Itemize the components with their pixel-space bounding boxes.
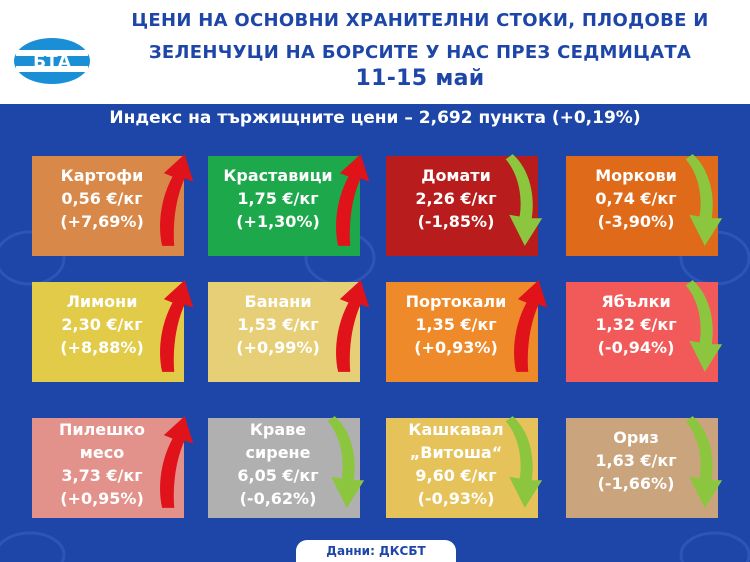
arrow-down-icon [327,416,365,508]
product-text: Пилешко месо 3,73 €/кг (+0,95%) [32,418,172,510]
arrow-up-icon [160,280,194,372]
product-name: Домати [421,166,491,185]
product-name-line-1: Пилешко [58,420,145,439]
product-change: (+0,95%) [60,489,144,508]
product-name: Ориз [613,428,659,447]
product-price: 9,60 €/кг [415,466,497,485]
product-price: 1,75 €/кг [237,189,319,208]
product-change: (-0,93%) [417,489,495,508]
product-name: Лимони [66,292,138,311]
product-card: Портокали 1,35 €/кг (+0,93%) [386,282,538,382]
title-line-2: ЗЕЛЕНЧУЦИ НА БОРСИТЕ У НАС ПРЕЗ СЕДМИЦАТ… [148,42,692,63]
product-card: Картофи 0,56 €/кг (+7,69%) [32,156,184,256]
title-line-1: ЦЕНИ НА ОСНОВНИ ХРАНИТЕЛНИ СТОКИ, ПЛОДОВ… [131,10,709,31]
arrow-down-icon [685,154,723,246]
product-text: Лимони 2,30 €/кг (+8,88%) [32,290,172,359]
arrow-up-icon [514,280,548,372]
product-card: Лимони 2,30 €/кг (+8,88%) [32,282,184,382]
product-card: Моркови 0,74 €/кг (-3,90%) [566,156,718,256]
product-change: (-3,90%) [597,212,675,231]
product-text: Портокали 1,35 €/кг (+0,93%) [386,290,526,359]
product-name-line-2: „Витоша“ [409,443,503,462]
bta-logo: БТА [14,38,90,84]
product-change: (-0,94%) [597,338,675,357]
product-price: 0,56 €/кг [61,189,143,208]
product-price: 1,63 €/кг [595,451,677,470]
product-name: Портокали [405,292,507,311]
product-name: Моркови [595,166,677,185]
product-text: Картофи 0,56 €/кг (+7,69%) [32,164,172,233]
product-text: Моркови 0,74 €/кг (-3,90%) [566,164,706,233]
product-name-line-1: Кашкавал [408,420,504,439]
product-change: (-1,66%) [597,474,675,493]
product-text: Ябълки 1,32 €/кг (-0,94%) [566,290,706,359]
product-price: 6,05 €/кг [237,466,319,485]
arrow-down-icon [685,416,723,508]
arrow-up-icon [336,280,370,372]
arrow-up-icon [160,154,194,246]
product-name-line-2: сирене [245,443,311,462]
product-card: Ориз 1,63 €/кг (-1,66%) [566,418,718,518]
product-name-line-2: месо [79,443,125,462]
product-name: Банани [244,292,312,311]
product-text: Домати 2,26 €/кг (-1,85%) [386,164,526,233]
product-card: Пилешко месо 3,73 €/кг (+0,95%) [32,418,184,518]
product-price: 3,73 €/кг [61,466,143,485]
product-text: Краставици 1,75 €/кг (+1,30%) [208,164,348,233]
product-text: Банани 1,53 €/кг (+0,99%) [208,290,348,359]
product-price: 1,53 €/кг [237,315,319,334]
product-price: 2,26 €/кг [415,189,497,208]
product-change: (+1,30%) [236,212,320,231]
product-change: (+0,93%) [414,338,498,357]
product-name: Ябълки [601,292,671,311]
logo-text: БТА [33,52,72,72]
product-text: Кашкавал „Витоша“ 9,60 €/кг (-0,93%) [386,418,526,510]
product-change: (-0,62%) [239,489,317,508]
product-card: Кашкавал „Витоша“ 9,60 €/кг (-0,93%) [386,418,538,518]
header-band [0,0,750,104]
product-change: (-1,85%) [417,212,495,231]
product-name: Картофи [60,166,144,185]
product-change: (+8,88%) [60,338,144,357]
market-index-line: Индекс на тържищните цени – 2,692 пункта… [109,108,641,128]
product-card: Краставици 1,75 €/кг (+1,30%) [208,156,360,256]
product-price: 1,35 €/кг [415,315,497,334]
product-card: Ябълки 1,32 €/кг (-0,94%) [566,282,718,382]
arrow-up-icon [160,416,194,508]
product-card: Домати 2,26 €/кг (-1,85%) [386,156,538,256]
product-price: 1,32 €/кг [595,315,677,334]
product-price: 0,74 €/кг [595,189,677,208]
product-price: 2,30 €/кг [61,315,143,334]
product-name-line-1: Краве [249,420,307,439]
arrow-down-icon [505,154,543,246]
product-name: Краставици [223,166,333,185]
data-source: Данни: ДКСБТ [296,540,456,562]
product-change: (+0,99%) [236,338,320,357]
product-card: Краве сирене 6,05 €/кг (-0,62%) [208,418,360,518]
arrow-up-icon [336,154,370,246]
arrow-down-icon [505,416,543,508]
product-text: Ориз 1,63 €/кг (-1,66%) [566,426,706,495]
arrow-down-icon [685,280,723,372]
product-change: (+7,69%) [60,212,144,231]
title-date: 11-15 май [355,66,485,91]
product-card: Банани 1,53 €/кг (+0,99%) [208,282,360,382]
product-text: Краве сирене 6,05 €/кг (-0,62%) [208,418,348,510]
